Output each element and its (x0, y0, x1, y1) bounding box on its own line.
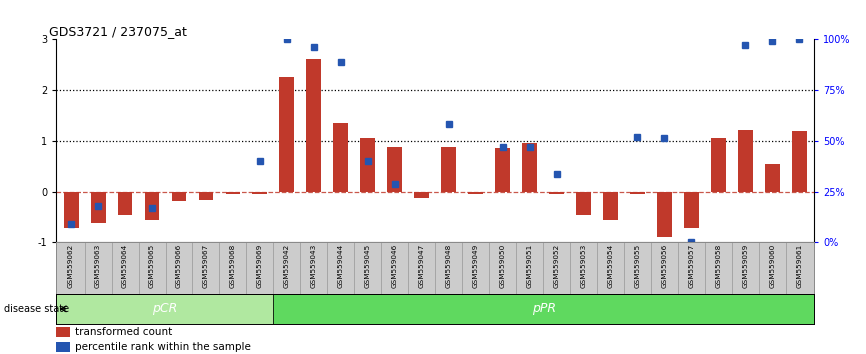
Bar (387, 147, 402, 192)
Bar (56, 327, 70, 337)
Bar (307, 59, 321, 192)
Text: GSM559066: GSM559066 (176, 244, 182, 288)
Bar (603, 192, 617, 219)
Bar (253, 192, 268, 194)
Text: percentile rank within the sample: percentile rank within the sample (75, 342, 251, 352)
Bar (333, 123, 348, 192)
Text: GSM559055: GSM559055 (635, 244, 641, 288)
Text: GSM559054: GSM559054 (607, 244, 613, 288)
Text: GSM559065: GSM559065 (149, 244, 155, 288)
Bar (145, 192, 159, 219)
Bar (198, 192, 213, 200)
Text: GDS3721 / 237075_at: GDS3721 / 237075_at (48, 25, 186, 38)
Text: GSM559044: GSM559044 (338, 244, 344, 288)
Bar (469, 192, 483, 194)
Text: pPR: pPR (532, 302, 556, 315)
Text: GSM559062: GSM559062 (68, 244, 74, 288)
Text: GSM559051: GSM559051 (527, 244, 533, 288)
Bar (765, 164, 779, 192)
Text: GSM559052: GSM559052 (553, 244, 559, 288)
Text: GSM559050: GSM559050 (500, 244, 506, 288)
Bar (576, 192, 591, 215)
Text: GSM559069: GSM559069 (257, 244, 263, 288)
Bar (711, 138, 726, 192)
Text: GSM559046: GSM559046 (391, 244, 397, 288)
Bar (549, 192, 564, 194)
Text: GSM559068: GSM559068 (229, 244, 236, 288)
Bar (442, 147, 456, 192)
Text: GSM559042: GSM559042 (284, 244, 290, 288)
Bar (118, 192, 132, 215)
Bar (171, 192, 186, 201)
Bar (657, 192, 672, 238)
Text: GSM559049: GSM559049 (473, 244, 479, 288)
Bar (274, 294, 814, 324)
Text: GSM559045: GSM559045 (365, 244, 371, 288)
Bar (56, 342, 70, 353)
Bar (522, 143, 537, 192)
Bar (684, 192, 699, 228)
Bar (495, 148, 510, 192)
Text: GSM559067: GSM559067 (203, 244, 209, 288)
Bar (738, 130, 753, 192)
Text: GSM559043: GSM559043 (311, 244, 317, 288)
Bar (792, 131, 806, 192)
Text: disease state: disease state (4, 304, 69, 314)
Bar (280, 77, 294, 192)
Text: GSM559053: GSM559053 (580, 244, 586, 288)
Bar (56, 294, 274, 324)
Text: GSM559057: GSM559057 (688, 244, 695, 288)
Text: GSM559047: GSM559047 (418, 244, 424, 288)
Text: GSM559058: GSM559058 (715, 244, 721, 288)
Bar (414, 192, 429, 198)
Bar (360, 138, 375, 192)
Text: GSM559061: GSM559061 (796, 244, 802, 288)
Bar (225, 192, 241, 194)
Bar (64, 192, 79, 228)
Bar (91, 192, 106, 223)
Text: GSM559059: GSM559059 (742, 244, 748, 288)
Text: GSM559056: GSM559056 (662, 244, 668, 288)
Text: transformed count: transformed count (75, 327, 172, 337)
Text: pCR: pCR (152, 302, 178, 315)
Bar (630, 192, 645, 194)
Text: GSM559063: GSM559063 (95, 244, 101, 288)
Text: GSM559060: GSM559060 (769, 244, 775, 288)
Text: GSM559064: GSM559064 (122, 244, 128, 288)
Text: GSM559048: GSM559048 (446, 244, 452, 288)
